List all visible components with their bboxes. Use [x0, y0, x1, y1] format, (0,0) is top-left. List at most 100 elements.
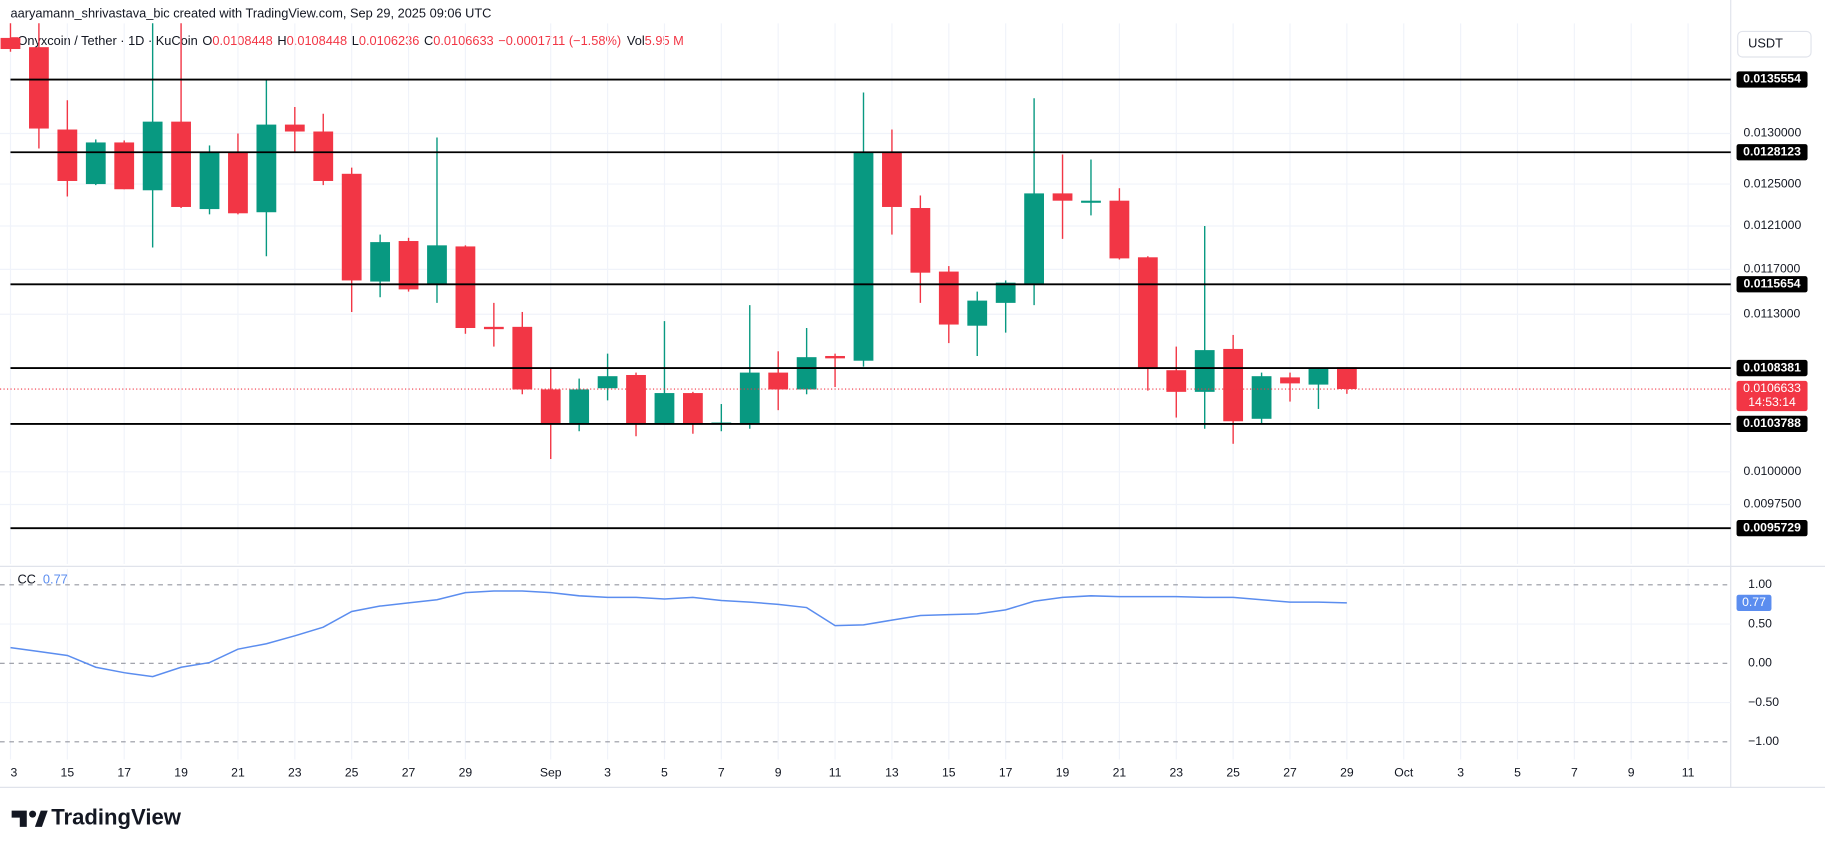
x-tick-label: 7 — [718, 766, 725, 780]
candle-body — [882, 152, 902, 207]
candle-body — [284, 124, 305, 132]
x-tick-label: 5 — [661, 766, 668, 780]
x-tick-label: 5 — [1514, 766, 1521, 780]
ohlc-label: L — [352, 33, 359, 48]
x-tick-label: 15 — [61, 766, 75, 780]
candle-body — [483, 326, 504, 330]
cc-legend-value: 0.77 — [43, 572, 68, 587]
candle-body — [1280, 377, 1300, 384]
y-tick-label: 0.0113000 — [1744, 306, 1801, 320]
currency-button[interactable] — [1737, 30, 1812, 58]
candle-body — [1251, 376, 1272, 419]
x-tick-label: Sep — [540, 766, 562, 780]
x-tick-label: 7 — [1571, 766, 1578, 780]
x-tick-label: 17 — [999, 766, 1013, 780]
level-label-box — [1736, 71, 1808, 88]
x-tick-label: 3 — [1457, 766, 1464, 780]
logo-mark — [11, 810, 27, 827]
y-tick-label: 0.0117000 — [1744, 262, 1801, 276]
y-tick-label: 0.0100000 — [1744, 464, 1802, 478]
level-label-box — [1736, 144, 1808, 161]
candle-body — [1194, 350, 1215, 392]
candle-body — [256, 124, 277, 213]
candle-body — [995, 282, 1016, 303]
x-tick-label: 3 — [10, 766, 17, 780]
candle-body — [199, 152, 220, 210]
y-tick-label: −0.50 — [1748, 695, 1779, 709]
x-tick-label: 25 — [345, 766, 359, 780]
candle-body — [1137, 257, 1158, 370]
x-tick-label: 19 — [1056, 766, 1070, 780]
candle-body — [1166, 370, 1187, 392]
ohlc-label: C — [424, 33, 433, 48]
candle-body — [853, 152, 874, 361]
x-tick-label: 23 — [1169, 766, 1183, 780]
x-tick-label: 25 — [1226, 766, 1240, 780]
level-label-box — [1736, 359, 1808, 377]
candle-body — [1024, 193, 1044, 284]
logo-mark — [34, 810, 48, 827]
y-tick-label: −1.00 — [1748, 734, 1779, 748]
candle-body — [1052, 193, 1073, 201]
x-tick-label: 11 — [1682, 766, 1695, 780]
x-tick-label: 27 — [402, 766, 416, 780]
level-label-box — [1736, 520, 1808, 537]
candle-body — [683, 393, 703, 424]
ohlc-value: 0.0108448 — [287, 33, 347, 48]
credit: aaryamann_shrivastava_bic created with T… — [10, 5, 491, 20]
cc-pane — [0, 568, 1731, 760]
y-tick-label: 0.00 — [1748, 656, 1772, 670]
currency[interactable]: USDT — [1748, 36, 1783, 51]
change-value: −0.0001711 (−1.58%) — [498, 33, 621, 48]
current-price-box — [1736, 380, 1808, 412]
ohlc-label: H — [277, 33, 286, 48]
candle-body — [626, 374, 646, 424]
candle-body — [910, 208, 931, 273]
x-tick-label: 3 — [604, 766, 611, 780]
candle-body — [142, 121, 163, 191]
candle-body — [398, 241, 419, 290]
level-label: 0.0115654 — [1744, 277, 1801, 291]
y-tick-label: 0.0125000 — [1744, 176, 1802, 190]
x-tick-label: 19 — [174, 766, 188, 780]
tradingview-logo: TradingView — [11, 805, 182, 830]
legend: Onyxcoin / Tether · 1D · KuCoin O 0.010844… — [10, 33, 684, 48]
logo-mark — [29, 810, 37, 818]
candle-body — [57, 129, 78, 181]
ohlc-value: 0.0106236 — [359, 33, 419, 48]
candle-body — [938, 271, 959, 325]
candle-body — [0, 37, 21, 50]
x-tick-label: 13 — [885, 766, 899, 780]
candle-body — [569, 389, 590, 424]
candle-body — [825, 355, 845, 359]
level-label-box — [1736, 276, 1808, 293]
candle-body — [597, 376, 618, 389]
candle-body — [654, 393, 675, 424]
x-tick-label: 21 — [1113, 766, 1127, 780]
candle-body — [313, 131, 334, 181]
candle-body — [341, 173, 362, 281]
candle-body — [796, 357, 817, 390]
candle-body — [228, 152, 248, 214]
level-label: 0.0128123 — [1743, 144, 1801, 158]
ohlc-label: O — [202, 33, 212, 48]
y-tick-label: 1.00 — [1748, 577, 1772, 591]
ohlc-value: 0.0106633 — [433, 33, 493, 48]
candle-body — [1223, 348, 1244, 422]
candle-body — [512, 326, 533, 390]
cc-value-box — [1736, 594, 1772, 611]
level-label-box — [1736, 415, 1808, 433]
candle-body — [967, 300, 988, 326]
x-tick-label: 27 — [1283, 766, 1297, 780]
x-tick-label: 9 — [775, 766, 782, 780]
level-label: 0.0095729 — [1743, 520, 1801, 534]
level-label: 0.0135554 — [1743, 72, 1801, 86]
candle-body — [114, 142, 135, 190]
cc-line — [10, 590, 1347, 678]
cc-value-label: 0.77 — [1742, 595, 1766, 609]
level-label: 0.0108381 — [1743, 360, 1801, 374]
x-tick-label: 29 — [1340, 766, 1354, 780]
countdown: 14:53:14 — [1748, 395, 1796, 409]
